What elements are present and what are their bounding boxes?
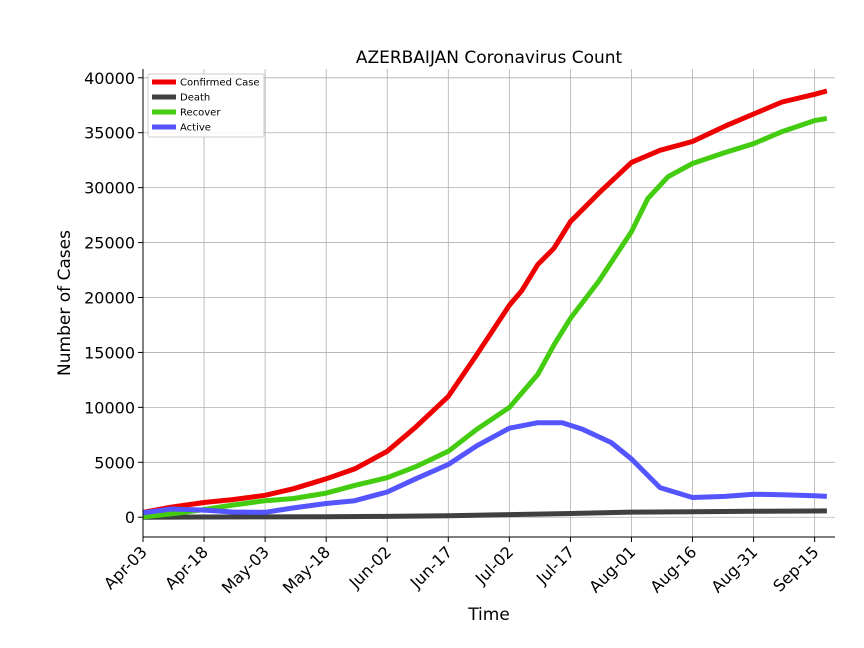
x-tick-label: Jul-02 — [471, 542, 517, 588]
y-axis-ticks: 0 5000 10000 15000 20000 25000 30000 35000 40000 — [84, 69, 143, 527]
x-tick-label: Aug-31 — [707, 542, 761, 596]
x-tick-label: Sep-15 — [769, 542, 822, 595]
x-tick-label: Jun-02 — [345, 542, 395, 592]
legend-box — [147, 73, 265, 138]
x-tick-label: Jun-17 — [406, 542, 456, 592]
series-line-death — [142, 508, 827, 520]
legend-label: Death — [180, 93, 210, 104]
y-tick-label: 0 — [125, 508, 135, 527]
x-tick-label: May-18 — [279, 542, 334, 597]
y-tick-label: 20000 — [84, 289, 135, 308]
chart-title: AZERBAIJAN Coronavirus Count — [356, 48, 623, 68]
y-tick-label: 35000 — [84, 124, 135, 143]
legend-label: Recover — [180, 108, 221, 119]
series-line-confirmed-case — [142, 88, 828, 515]
y-tick-label: 30000 — [84, 179, 135, 198]
y-axis-title: Number of Cases — [55, 230, 75, 376]
x-tick-label: Aug-16 — [646, 542, 700, 596]
grid — [142, 69, 835, 537]
series-line-active — [142, 420, 828, 516]
x-tick-label: Apr-18 — [161, 542, 212, 593]
legend-label: Confirmed Case — [180, 78, 260, 89]
series-lines — [142, 88, 828, 520]
y-tick-label: 10000 — [84, 398, 135, 417]
y-tick-label: 15000 — [84, 343, 135, 362]
legend-label: Active — [180, 123, 211, 134]
x-axis-title: Time — [467, 605, 510, 625]
axes — [142, 69, 835, 538]
series-line-recover — [142, 115, 828, 520]
legend: Confirmed Case Death Recover Active — [147, 73, 265, 138]
y-tick-label: 5000 — [94, 453, 135, 472]
y-tick-label: 40000 — [84, 69, 135, 88]
x-tick-label: Jul-17 — [532, 542, 578, 588]
x-tick-label: Aug-01 — [585, 542, 639, 596]
x-axis-ticks: Apr-03 Apr-18 May-03 May-18 Jun-02 Jun-17 Jul-… — [100, 537, 822, 598]
y-tick-label: 25000 — [84, 234, 135, 253]
x-tick-label: May-03 — [218, 542, 273, 597]
x-tick-label: Apr-03 — [100, 542, 151, 593]
